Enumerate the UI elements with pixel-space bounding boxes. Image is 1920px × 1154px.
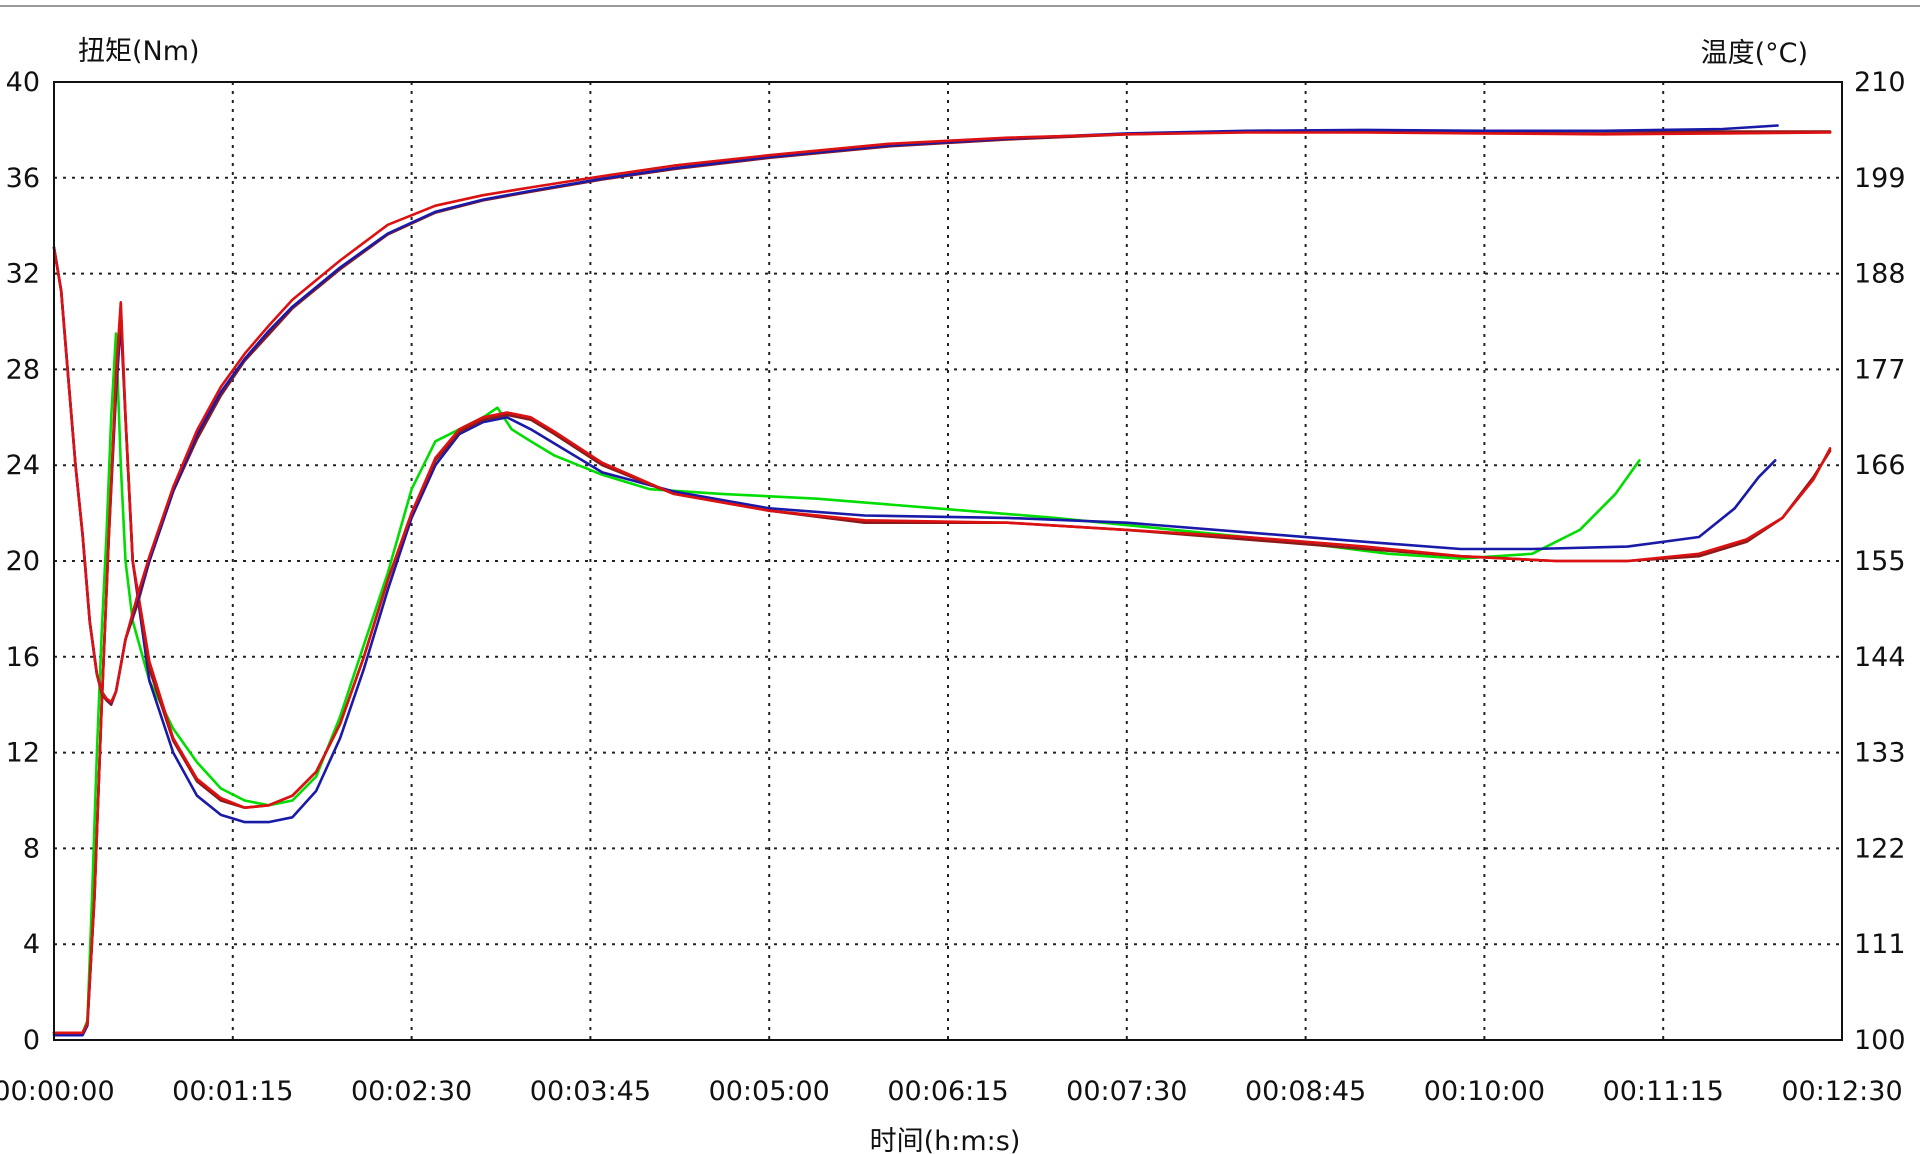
y-left-tick-labels: 0 4 8 12 16 20 24 28 32 36 40 bbox=[6, 67, 40, 1056]
y-left-tick-label: 32 bbox=[6, 259, 40, 290]
plot-frame bbox=[53, 81, 1843, 1041]
x-tick-labels: 00:00:00 00:01:15 00:02:30 00:03:45 00:05:00… bbox=[0, 1076, 1903, 1107]
x-tick-label: 00:05:00 bbox=[709, 1076, 830, 1107]
y-right-tick-label: 155 bbox=[1854, 546, 1906, 577]
x-tick-label: 00:01:15 bbox=[172, 1076, 293, 1107]
y-right-tick-label: 188 bbox=[1854, 259, 1906, 290]
x-tick-label: 00:02:30 bbox=[351, 1076, 472, 1107]
x-tick-label: 00:10:00 bbox=[1424, 1076, 1545, 1107]
y-right-tick-label: 199 bbox=[1854, 163, 1906, 194]
x-axis-title: 时间(h:m:s) bbox=[870, 1126, 1021, 1154]
x-tick-label: 00:11:15 bbox=[1603, 1076, 1724, 1107]
temperature-series-line bbox=[52, 129, 1832, 706]
y-left-tick-label: 40 bbox=[6, 67, 40, 98]
y-left-tick-label: 36 bbox=[6, 163, 40, 194]
y-right-tick-label: 144 bbox=[1854, 642, 1906, 673]
y-left-tick-label: 4 bbox=[23, 929, 40, 960]
y-right-axis-title: 温度(°C) bbox=[1701, 38, 1808, 69]
y-left-tick-label: 28 bbox=[6, 354, 40, 385]
y-right-tick-label: 111 bbox=[1854, 929, 1906, 960]
torque-series-line bbox=[52, 332, 1641, 1035]
y-left-tick-label: 12 bbox=[6, 738, 40, 769]
x-tick-label: 00:03:45 bbox=[530, 1076, 651, 1107]
y-left-axis-title: 扭矩(Nm) bbox=[78, 36, 200, 67]
x-tick-label: 00:08:45 bbox=[1245, 1076, 1366, 1107]
series-group bbox=[52, 124, 1832, 1037]
y-left-tick-label: 0 bbox=[23, 1025, 40, 1056]
y-left-tick-label: 8 bbox=[23, 833, 40, 864]
y-left-tick-label: 24 bbox=[6, 450, 40, 481]
x-tick-label: 00:06:15 bbox=[887, 1076, 1008, 1107]
torque-series-line bbox=[52, 301, 1832, 1035]
y-right-tick-label: 100 bbox=[1854, 1025, 1906, 1056]
y-right-tick-label: 133 bbox=[1854, 738, 1906, 769]
temperature-series-line bbox=[52, 124, 1779, 705]
y-right-tick-label: 166 bbox=[1854, 450, 1906, 481]
y-right-tick-labels: 100 111 122 133 144 155 166 177 188 199 210 bbox=[1854, 67, 1906, 1056]
x-tick-label: 00:12:30 bbox=[1781, 1076, 1902, 1107]
x-tick-label: 00:00:00 bbox=[0, 1076, 115, 1107]
y-right-tick-label: 122 bbox=[1854, 833, 1906, 864]
y-right-tick-label: 210 bbox=[1854, 67, 1906, 98]
y-left-tick-label: 16 bbox=[6, 642, 40, 673]
y-left-tick-label: 20 bbox=[6, 546, 40, 577]
torque-series-line bbox=[52, 320, 1777, 1037]
grid bbox=[54, 82, 1842, 1040]
temperature-series-line bbox=[52, 131, 1832, 704]
torque-series-line bbox=[52, 308, 1832, 1035]
x-tick-label: 00:07:30 bbox=[1066, 1076, 1187, 1107]
y-right-tick-label: 177 bbox=[1854, 354, 1906, 385]
